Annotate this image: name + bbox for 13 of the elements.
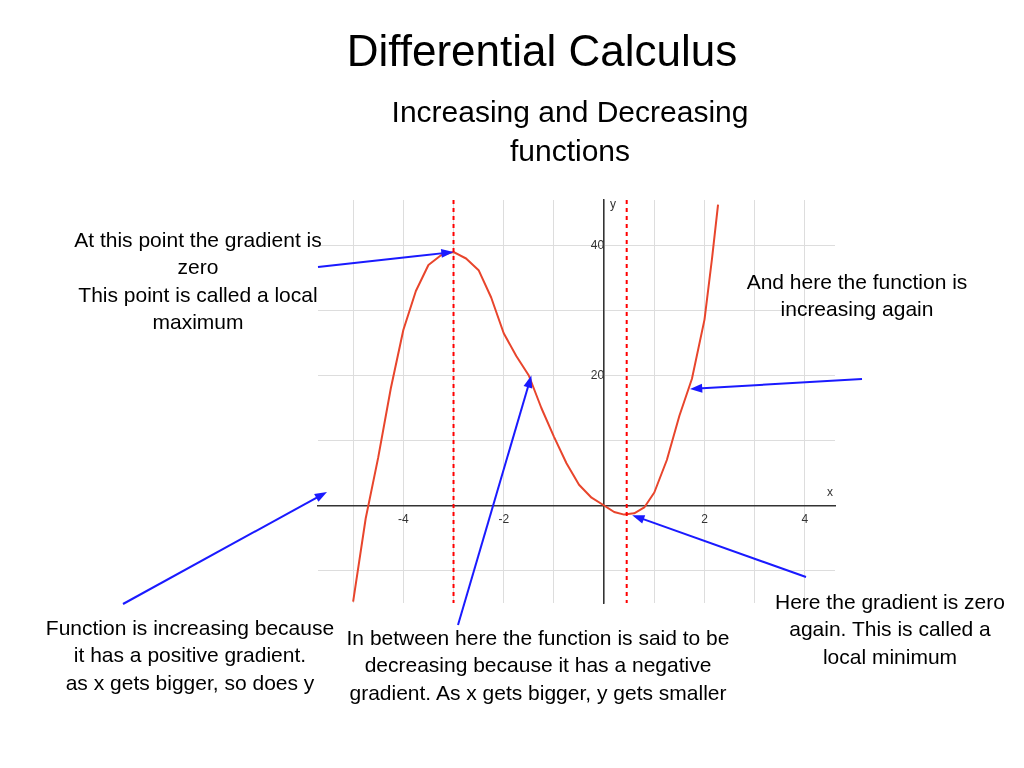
x-tick-label: 4 <box>801 512 809 527</box>
x-tick-label: -2 <box>498 512 510 527</box>
annotation: Here the gradient is zero again. This is called a local minimum <box>774 589 1006 670</box>
chart-subtitle: Increasing and Decreasing functions <box>390 94 750 169</box>
chart-title: Differential Calculus <box>345 25 739 77</box>
annotation: At this point the gradient is zero This point is called a local maximum <box>73 227 323 335</box>
annotation: In between here the function is said to be decreasing because it has a negative gradient. As x gets bigger, y gets smaller <box>345 625 731 706</box>
x-axis-title: x <box>827 484 833 499</box>
text: Function is increasing because it has a positive gradient. as x gets bigger, so does y <box>45 615 335 696</box>
y-axis-title: y <box>610 197 617 211</box>
x-tick-label: -4 <box>397 512 409 527</box>
x-tick-label: 2 <box>701 512 709 527</box>
annotation: And here the function is increasing again <box>745 269 969 323</box>
